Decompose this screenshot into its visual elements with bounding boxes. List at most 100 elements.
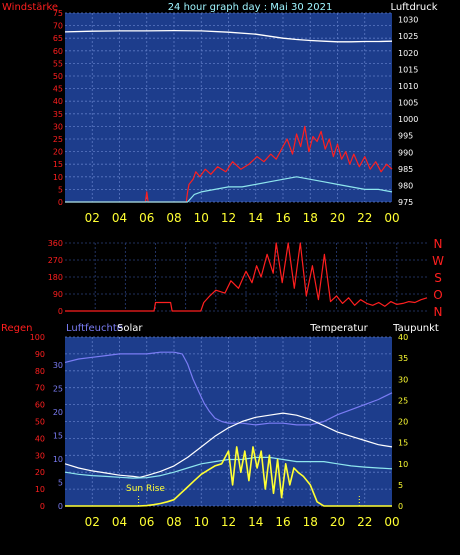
x-tick-label: 10 (194, 515, 209, 529)
pressure-tick-label: 980 (398, 181, 413, 190)
wind-speed-tick-label: 5 (58, 185, 63, 194)
temperatur-label: Temperatur (309, 323, 368, 334)
humidity-tick-label: 10 (35, 485, 45, 494)
wind-direction-tick-label: 270 (48, 256, 63, 265)
compass-label: N (434, 237, 443, 251)
x-tick-label: 06 (139, 211, 154, 225)
pressure-tick-label: 985 (398, 165, 413, 174)
humidity-tick-label: 50 (35, 418, 45, 427)
wind-pressure-series (64, 29, 393, 203)
series-luftfeuchte (64, 351, 393, 426)
x-tick-label: 12 (221, 211, 236, 225)
temperature-tick-labels: 0 5 10 15 20 25 30 35 40 (398, 333, 408, 511)
x-tick-label: 00 (384, 515, 399, 529)
inner-tick-label: 25 (53, 384, 63, 393)
wind-direction-tick-label: 360 (48, 239, 63, 248)
pressure-tick-label: 1030 (398, 16, 418, 25)
wind-speed-tick-label: 75 (53, 9, 63, 18)
wind-speed-tick-label: 10 (53, 173, 63, 182)
temperature-tick-label: 15 (398, 439, 408, 448)
x-tick-label: 08 (166, 211, 181, 225)
humidity-tick-label: 0 (40, 502, 45, 511)
wind-direction-tick-label: 90 (53, 290, 63, 299)
temperature-tick-label: 5 (398, 481, 403, 490)
temperature-tick-label: 25 (398, 396, 408, 405)
climate-series (64, 351, 393, 507)
pressure-tick-label: 995 (398, 132, 413, 141)
humidity-tick-label: 60 (35, 401, 45, 410)
x-tick-label: 02 (85, 515, 100, 529)
pressure-tick-label: 1010 (398, 82, 418, 91)
windstaerke-label: Windstärke (2, 2, 58, 13)
wind-pressure-x-tick-labels: 02 04 06 08 10 12 14 16 18 20 22 00 (85, 211, 400, 225)
wind-speed-tick-label: 50 (53, 72, 63, 81)
wind-speed-tick-label: 25 (53, 135, 63, 144)
wind-speed-tick-label: 60 (53, 47, 63, 56)
compass-label: N (434, 305, 443, 319)
series-windrichtung (65, 242, 428, 312)
pressure-tick-label: 1000 (398, 115, 418, 124)
x-tick-label: 18 (303, 211, 318, 225)
wind-speed-tick-labels: 0 5 10 15 20 25 30 35 40 45 50 55 60 65 70 75 (53, 9, 63, 207)
inner-tick-labels: 0 5 10 15 20 25 30 (53, 361, 63, 511)
pressure-tick-label: 975 (398, 198, 413, 207)
sunrise-label: Sun Rise (126, 484, 165, 494)
wind-direction-grid (65, 242, 427, 312)
compass-label: O (433, 288, 442, 302)
pressure-tick-label: 990 (398, 148, 413, 157)
humidity-tick-label: 70 (35, 384, 45, 393)
wind-speed-tick-label: 40 (53, 97, 63, 106)
compass-label: W (432, 254, 444, 268)
wind-speed-tick-label: 65 (53, 34, 63, 43)
x-tick-label: 20 (330, 515, 345, 529)
series-temperatur (64, 412, 393, 478)
humidity-tick-label: 20 (35, 468, 45, 477)
inner-tick-label: 30 (53, 361, 63, 370)
x-tick-label: 06 (139, 515, 154, 529)
temperature-tick-label: 10 (398, 460, 408, 469)
wind-speed-tick-label: 35 (53, 110, 63, 119)
temperature-tick-label: 0 (398, 502, 403, 511)
wind-speed-tick-label: 70 (53, 22, 63, 31)
climate-x-tick-labels: 02 04 06 08 10 12 14 16 18 20 22 00 (85, 515, 400, 529)
x-tick-label: 00 (384, 211, 399, 225)
humidity-tick-label: 80 (35, 367, 45, 376)
compass-label: S (434, 271, 442, 285)
inner-tick-label: 10 (53, 455, 63, 464)
regen-label: Regen (1, 323, 33, 334)
temperature-tick-label: 35 (398, 354, 408, 363)
pressure-tick-label: 1020 (398, 49, 418, 58)
humidity-tick-label: 30 (35, 451, 45, 460)
series-luftdruck (64, 29, 393, 43)
temperature-tick-label: 40 (398, 333, 408, 342)
wind-speed-tick-label: 45 (53, 85, 63, 94)
humidity-tick-label: 90 (35, 350, 45, 359)
x-tick-label: 14 (248, 515, 263, 529)
x-tick-label: 16 (275, 211, 290, 225)
pressure-tick-labels: 975 980 985 990 995 1000 1005 1010 1015 1020 1025 1… (398, 16, 418, 207)
wind-pressure-grid (65, 12, 392, 203)
humidity-tick-label: 100 (30, 333, 45, 342)
solar-label: Solar (117, 323, 143, 334)
series-windb-en (65, 125, 393, 203)
humidity-tick-labels: 0 10 20 30 40 50 60 70 80 90 100 (30, 333, 45, 511)
x-tick-label: 04 (112, 211, 127, 225)
x-tick-label: 08 (166, 515, 181, 529)
x-tick-label: 10 (194, 211, 209, 225)
x-tick-label: 22 (357, 515, 372, 529)
x-tick-label: 02 (85, 211, 100, 225)
inner-tick-label: 20 (53, 408, 63, 417)
luftfeuchte-label: Luftfeuchte (66, 323, 123, 334)
inner-tick-label: 15 (53, 431, 63, 440)
humidity-tick-label: 40 (35, 434, 45, 443)
temperature-tick-label: 20 (398, 418, 408, 427)
wind-direction-series (65, 242, 428, 312)
pressure-tick-label: 1005 (398, 99, 418, 108)
x-tick-label: 22 (357, 211, 372, 225)
temperature-tick-label: 30 (398, 375, 408, 384)
wind-direction-tick-label: 0 (58, 307, 63, 316)
series-windst-rke (65, 176, 393, 203)
wind-speed-tick-label: 55 (53, 59, 63, 68)
